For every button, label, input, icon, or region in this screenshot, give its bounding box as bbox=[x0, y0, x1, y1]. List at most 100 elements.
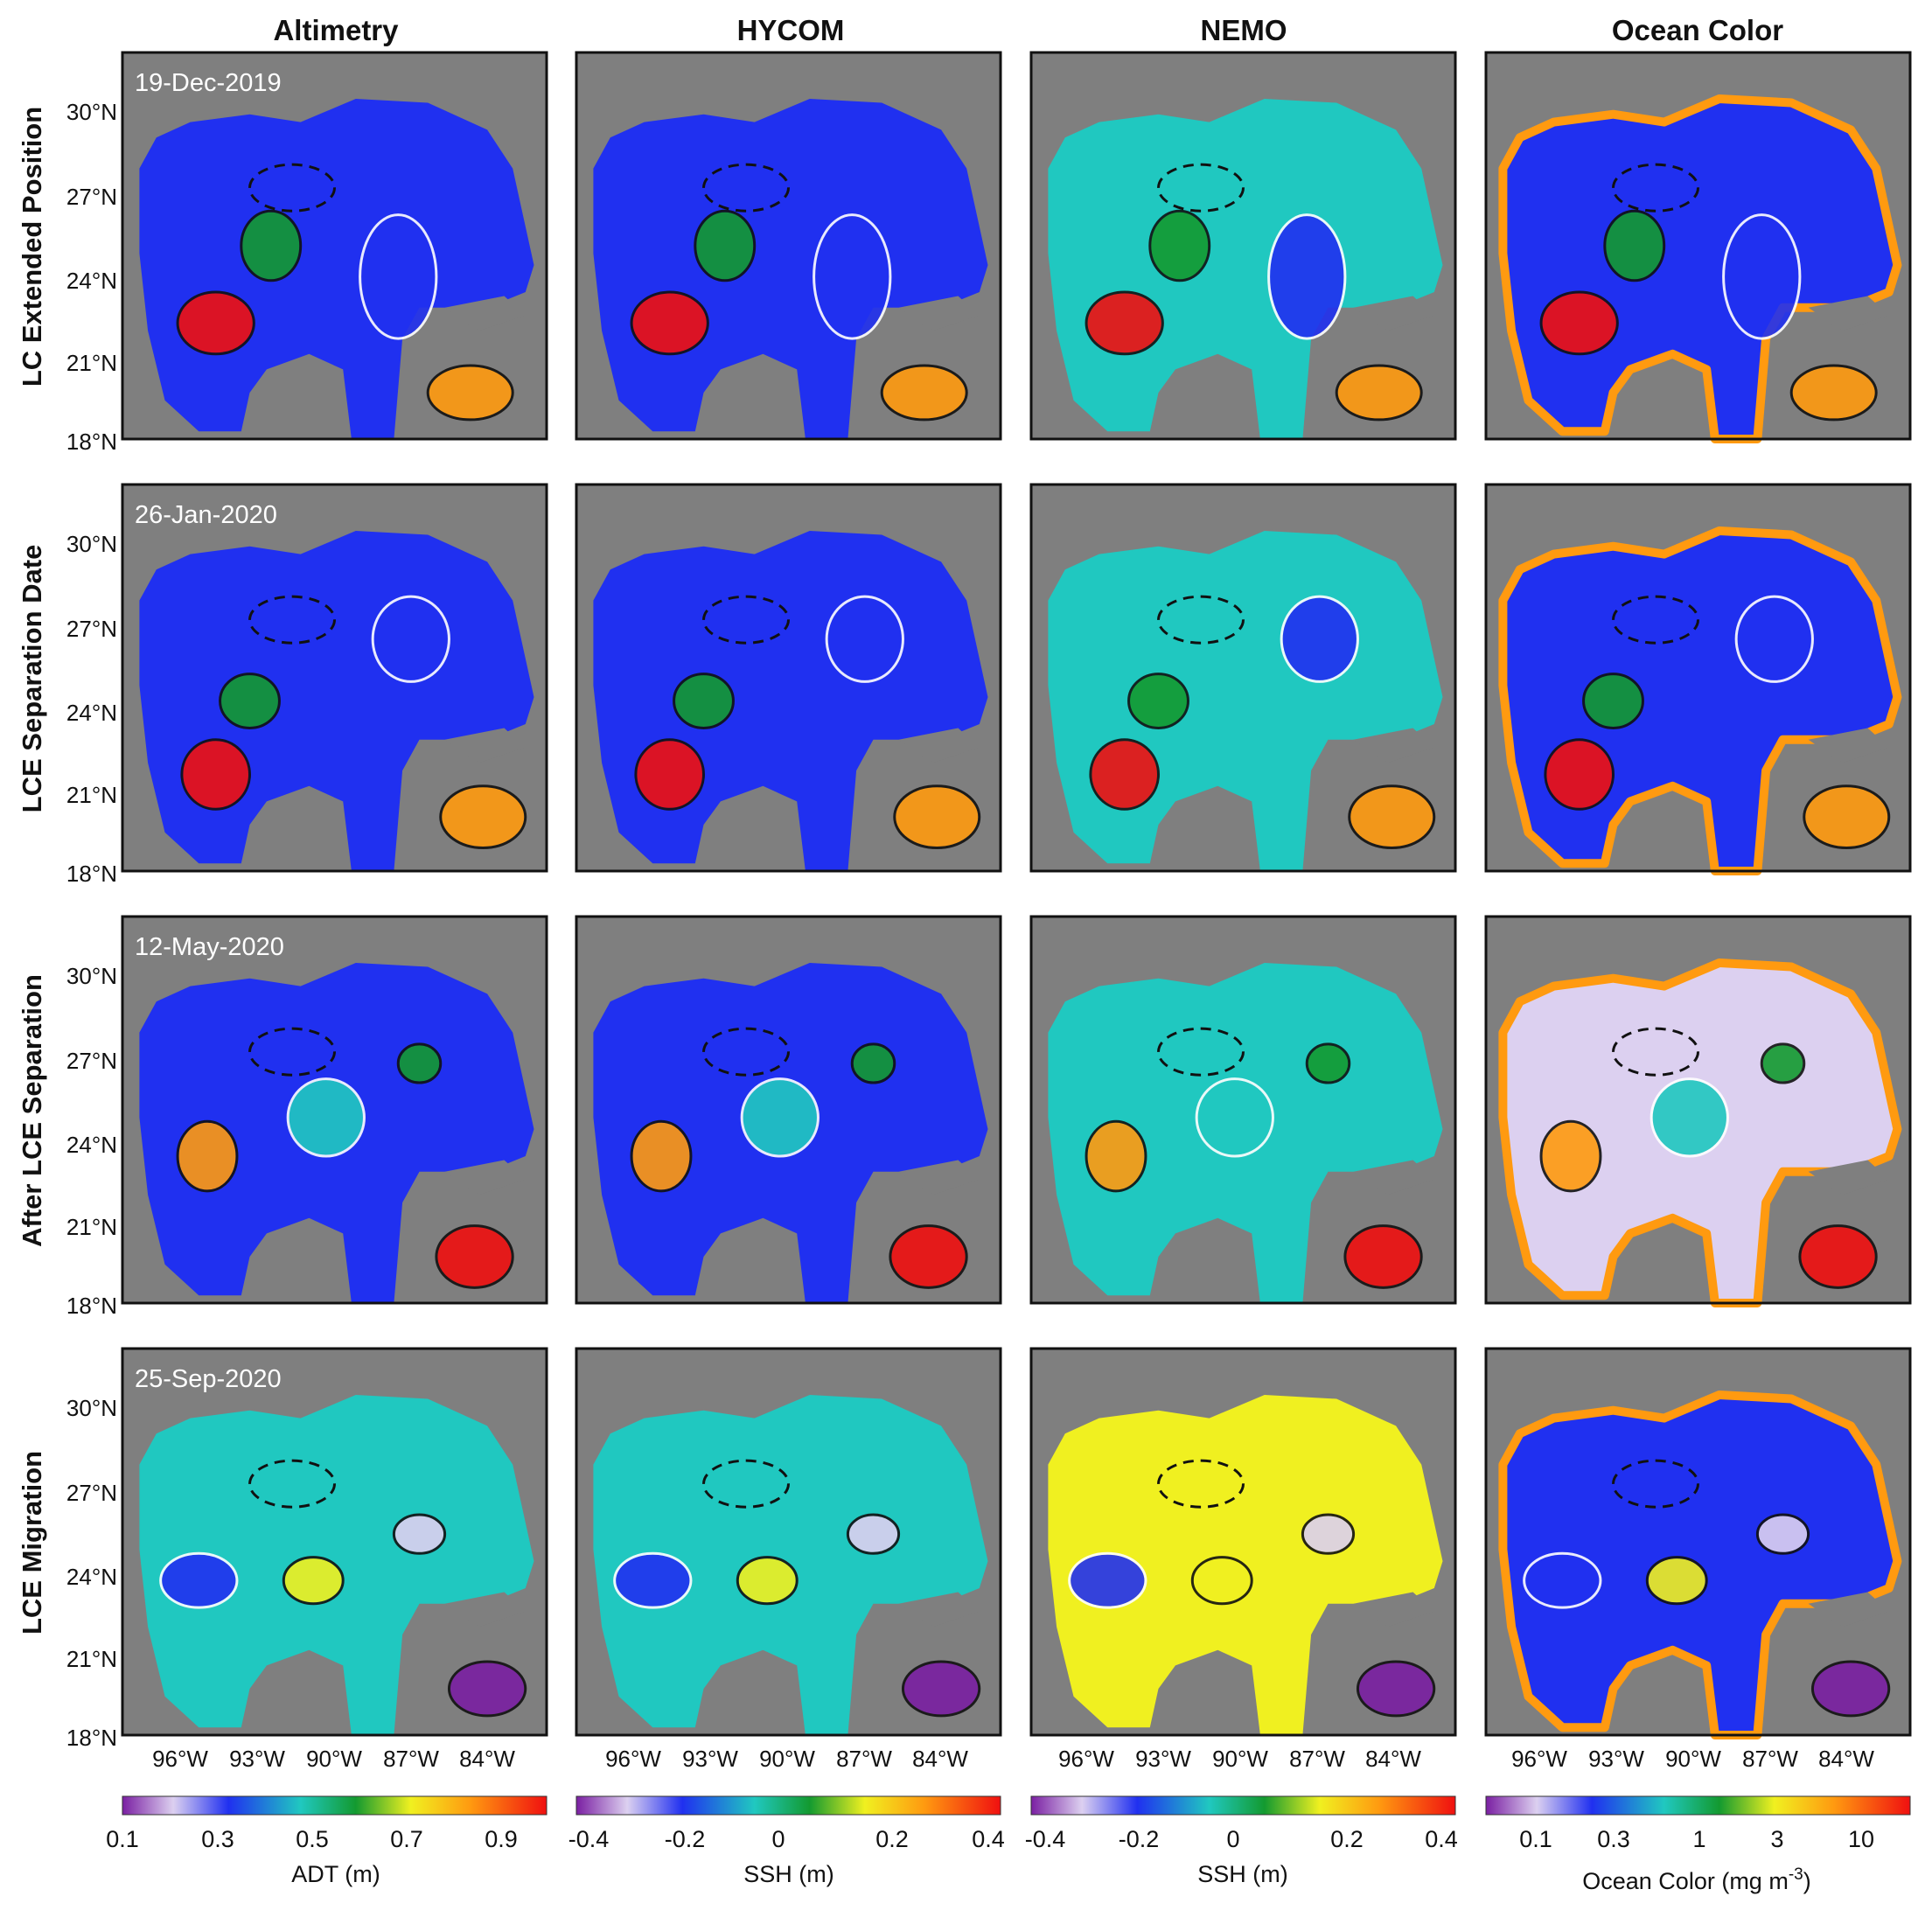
eddy-contour-black bbox=[1810, 1660, 1891, 1718]
map-panel-altimetry-row-1: 19-Dec-2019 bbox=[121, 51, 548, 441]
lon-tick: 90°W bbox=[759, 1746, 815, 1772]
eddy-contour-white bbox=[371, 595, 450, 683]
lon-ticks-col-3: 96°W 93°W 90°W 87°W 84°W bbox=[1058, 1746, 1421, 1772]
eddy-contour-black bbox=[1356, 1660, 1436, 1718]
eddy-contour-dashed bbox=[1612, 595, 1699, 645]
eddy-contour-dashed bbox=[248, 163, 336, 213]
lat-tick: 24°N bbox=[66, 700, 117, 726]
map-panel-altimetry-row-4: 25-Sep-2020 bbox=[121, 1347, 548, 1737]
cuba-landmass bbox=[1353, 1592, 1434, 1628]
lat-tick: 21°N bbox=[66, 1646, 117, 1672]
lat-tick: 27°N bbox=[66, 1048, 117, 1074]
eddy-contour-black bbox=[240, 209, 303, 282]
row-title-lce-separation-date: LCE Separation Date bbox=[17, 545, 47, 813]
eddy-contour-white bbox=[740, 1077, 820, 1158]
gulf-sea-surface bbox=[593, 99, 988, 439]
lat-tick: 18°N bbox=[66, 1725, 117, 1751]
cuba-landmass bbox=[1808, 296, 1889, 331]
cuba-landmass bbox=[444, 1160, 526, 1196]
eddy-contour-dashed bbox=[702, 163, 790, 213]
eddy-contour-dashed bbox=[248, 595, 336, 645]
panel-frame bbox=[575, 483, 1002, 873]
lon-tick: 96°W bbox=[1511, 1746, 1567, 1772]
eddy-contour-black bbox=[176, 290, 255, 356]
lon-tick: 87°W bbox=[1742, 1746, 1798, 1772]
colorbar-label: Ocean Color (mg m-3) bbox=[1582, 1865, 1810, 1894]
map-panel-hycom-row-2 bbox=[575, 483, 1002, 873]
map-panel-altimetry-row-3: 12-May-2020 bbox=[121, 915, 548, 1305]
eddy-contour-black bbox=[1301, 1513, 1356, 1555]
eddy-contour-black bbox=[439, 784, 527, 849]
row-title-lce-migration: LCE Migration bbox=[17, 1451, 47, 1635]
lat-tick: 24°N bbox=[66, 1132, 117, 1158]
panel-frame bbox=[1029, 915, 1457, 1305]
cuba-landmass bbox=[898, 1592, 980, 1628]
gulf-sea-surface bbox=[1048, 99, 1443, 439]
eddy-contour-black bbox=[1305, 1042, 1351, 1084]
lon-tick: 90°W bbox=[1212, 1746, 1268, 1772]
colorbar-nemo-ssh: -0.4 -0.2 0 0.2 0.4 SSH (m) bbox=[1025, 1795, 1458, 1887]
colorbar-tick: -0.4 bbox=[1025, 1826, 1066, 1852]
map-panel-altimetry-row-2: 26-Jan-2020 bbox=[121, 483, 548, 873]
cuba-landmass bbox=[898, 728, 980, 763]
colorbar-hycom-ssh: -0.4 -0.2 0 0.2 0.4 SSH (m) bbox=[568, 1795, 1005, 1887]
lon-tick: 84°W bbox=[459, 1746, 515, 1772]
colorbar-tick: 0.4 bbox=[972, 1826, 1005, 1852]
eddy-contour-black bbox=[396, 1042, 443, 1084]
gulf-sea-surface bbox=[139, 99, 534, 439]
lon-tick: 93°W bbox=[229, 1746, 285, 1772]
eddy-contour-black bbox=[426, 364, 514, 422]
cuba-landmass bbox=[1808, 1160, 1889, 1196]
eddy-contour-dashed bbox=[702, 595, 790, 645]
panel-frame bbox=[121, 915, 548, 1305]
colorbar-tick: 0.3 bbox=[1597, 1826, 1630, 1852]
lat-tick: 18°N bbox=[66, 861, 117, 887]
eddy-contour-black bbox=[1789, 364, 1878, 422]
colorbar-strip bbox=[122, 1795, 548, 1816]
eddy-contour-white bbox=[286, 1077, 366, 1158]
colorbar-tick: 0 bbox=[771, 1826, 785, 1852]
eddy-contour-black bbox=[850, 1042, 896, 1084]
lat-tick: 30°N bbox=[66, 99, 117, 125]
lat-tick: 30°N bbox=[66, 531, 117, 557]
lat-tick: 21°N bbox=[66, 350, 117, 376]
map-panel-hycom-row-1 bbox=[575, 51, 1002, 441]
map-panel-nemo-row-3 bbox=[1029, 915, 1457, 1305]
eddy-contour-black bbox=[1085, 290, 1164, 356]
lon-tick: 93°W bbox=[682, 1746, 738, 1772]
lat-tick: 27°N bbox=[66, 184, 117, 210]
map-panel-hycom-row-4 bbox=[575, 1347, 1002, 1737]
eddy-contour-white bbox=[1523, 1551, 1602, 1609]
eddy-contour-white bbox=[825, 595, 904, 683]
cuba-landmass bbox=[1808, 728, 1889, 763]
panel-frame bbox=[1029, 483, 1457, 873]
colorbar-tick: 0.9 bbox=[485, 1826, 518, 1852]
eddy-contour-black bbox=[1335, 364, 1423, 422]
colorbar-tick: 10 bbox=[1848, 1826, 1874, 1852]
panel-frame bbox=[575, 915, 1002, 1305]
eddy-contour-black bbox=[1544, 738, 1615, 811]
eddy-contour-dashed bbox=[1612, 1459, 1699, 1509]
eddy-contour-white bbox=[1650, 1077, 1729, 1158]
colorbar-tick: 0.2 bbox=[1330, 1826, 1364, 1852]
colorbar-strip bbox=[1485, 1795, 1911, 1816]
eddy-contour-black bbox=[1582, 673, 1644, 729]
lon-tick: 87°W bbox=[383, 1746, 439, 1772]
column-title-hycom: HYCOM bbox=[737, 14, 845, 46]
eddy-contour-black bbox=[176, 1119, 239, 1193]
cuba-landmass bbox=[1353, 728, 1434, 763]
eddy-contour-black bbox=[1645, 1556, 1708, 1606]
cuba-landmass bbox=[444, 728, 526, 763]
lon-tick: 84°W bbox=[1365, 1746, 1421, 1772]
lat-tick: 27°N bbox=[66, 616, 117, 642]
panel-frame bbox=[1484, 915, 1912, 1305]
lat-ticks-row-4: 30°N 27°N 24°N 21°N 18°N bbox=[66, 1395, 117, 1751]
cuba-landmass bbox=[444, 1592, 526, 1628]
panel-frame bbox=[121, 51, 548, 441]
panel-date-label: 26-Jan-2020 bbox=[135, 501, 277, 529]
eddy-contour-black bbox=[673, 673, 735, 729]
eddy-contour-white bbox=[1280, 595, 1359, 683]
eddy-contour-dashed bbox=[702, 1027, 790, 1077]
lat-tick: 30°N bbox=[66, 1395, 117, 1421]
